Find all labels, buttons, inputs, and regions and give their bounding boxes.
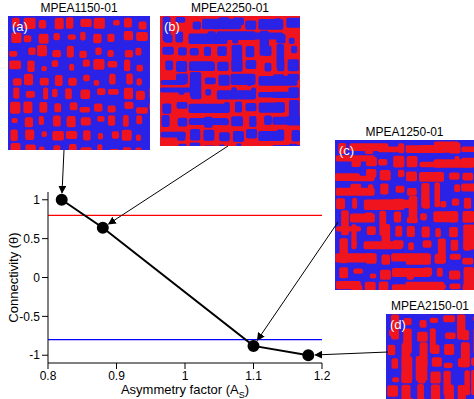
svg-text:-1: -1 — [29, 348, 40, 362]
html-text:Connectivity (θ): Connectivity (θ) — [5, 231, 21, 323]
html-text:(a): (a) — [12, 19, 28, 34]
svg-text:0: 0 — [33, 271, 40, 285]
html-text:(b): (b) — [164, 19, 180, 34]
html-text:MPEA2250-01: MPEA2250-01 — [191, 1, 269, 15]
svg-text:0.8: 0.8 — [40, 369, 57, 383]
svg-text:1: 1 — [182, 369, 189, 383]
html-text:MPEA1250-01: MPEA1250-01 — [365, 125, 444, 139]
html-text:MPEA2150-01: MPEA2150-01 — [391, 299, 469, 313]
svg-text:-0.5: -0.5 — [19, 310, 40, 324]
html-text:MPEA1150-01: MPEA1150-01 — [40, 1, 118, 15]
svg-text:0.9: 0.9 — [108, 369, 125, 383]
svg-text:1.2: 1.2 — [314, 369, 331, 383]
html-text:(d): (d) — [390, 317, 406, 332]
html-text:(c): (c) — [339, 143, 355, 158]
html-text:Asymmetry factor (AS): Asymmetry factor (AS) — [120, 382, 249, 399]
svg-text:1.1: 1.1 — [245, 369, 262, 383]
svg-text:0.5: 0.5 — [23, 232, 40, 246]
svg-text:1: 1 — [33, 193, 40, 207]
